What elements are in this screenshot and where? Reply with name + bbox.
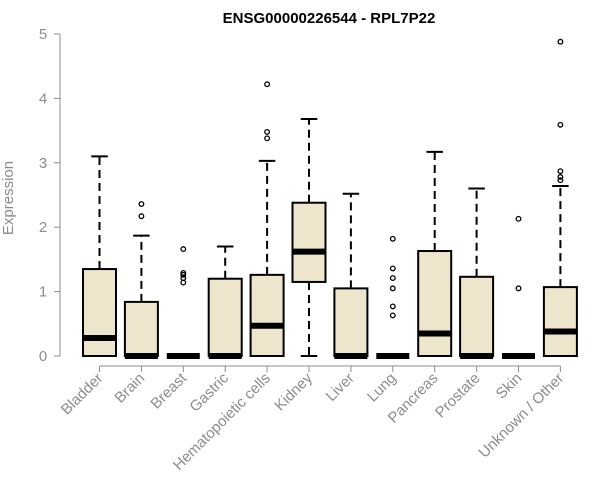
box-hematopoietic-cells (249, 81, 285, 357)
box-gastric (207, 245, 243, 359)
y-tick-label: 4 (39, 90, 47, 107)
y-tick-label: 2 (39, 219, 47, 236)
outlier-point (180, 269, 187, 276)
outlier-point (180, 246, 187, 253)
box-iqr (291, 201, 327, 283)
outlier-point (557, 174, 564, 180)
outlier-point (389, 265, 396, 272)
x-tick-label: Breast (147, 369, 190, 412)
box-unknown-other (542, 38, 578, 358)
y-tick-label: 1 (39, 284, 47, 301)
y-axis: 0 1 2 3 4 5 (39, 26, 61, 365)
outlier-point (557, 121, 564, 128)
x-tick-label: Prostate (432, 370, 484, 422)
outlier-point (264, 81, 271, 88)
y-tick-label: 5 (39, 26, 47, 43)
box-iqr (333, 287, 369, 358)
y-tick-label: 0 (39, 348, 47, 365)
boxes (82, 38, 578, 359)
outlier-point (389, 303, 396, 310)
box-iqr (417, 250, 453, 357)
box-iqr (123, 300, 159, 357)
outlier-point (180, 271, 187, 278)
box-pancreas (417, 150, 453, 357)
y-tick-label: 3 (39, 155, 47, 172)
x-tick-label: Brain (111, 370, 148, 407)
outlier-point (389, 285, 396, 292)
outlier-point (389, 312, 396, 319)
outlier-point (515, 285, 522, 292)
x-tick-label: Lung (364, 370, 400, 406)
outlier-point (264, 128, 271, 135)
box-skin (502, 215, 535, 359)
x-tick-label: Kidney (271, 369, 316, 414)
box-iqr (542, 286, 578, 358)
outlier-point (557, 168, 564, 175)
x-tick-label: Bladder (58, 370, 107, 419)
box-brain (123, 201, 159, 359)
outlier-point (557, 177, 564, 184)
outlier-point (264, 135, 271, 142)
x-tick-label: Skin (493, 370, 526, 403)
box-liver (333, 192, 369, 359)
box-kidney (291, 118, 327, 357)
outlier-point (138, 213, 145, 220)
outlier-point (557, 38, 564, 45)
box-bladder (82, 155, 117, 357)
outlier-point (389, 235, 396, 242)
box-iqr (459, 275, 495, 357)
box-breast (166, 246, 200, 359)
y-axis-title: Expression (0, 161, 17, 235)
box-iqr (249, 273, 285, 357)
outlier-point (389, 275, 396, 282)
box-iqr (82, 268, 117, 357)
box-iqr (207, 277, 243, 357)
x-tick-label: Liver (323, 370, 358, 405)
box-prostate (459, 187, 495, 359)
outlier-point (138, 201, 145, 207)
chart-title: ENSG00000226544 - RPL7P22 (223, 10, 436, 27)
outlier-point (515, 215, 522, 222)
box-lung (376, 235, 410, 359)
